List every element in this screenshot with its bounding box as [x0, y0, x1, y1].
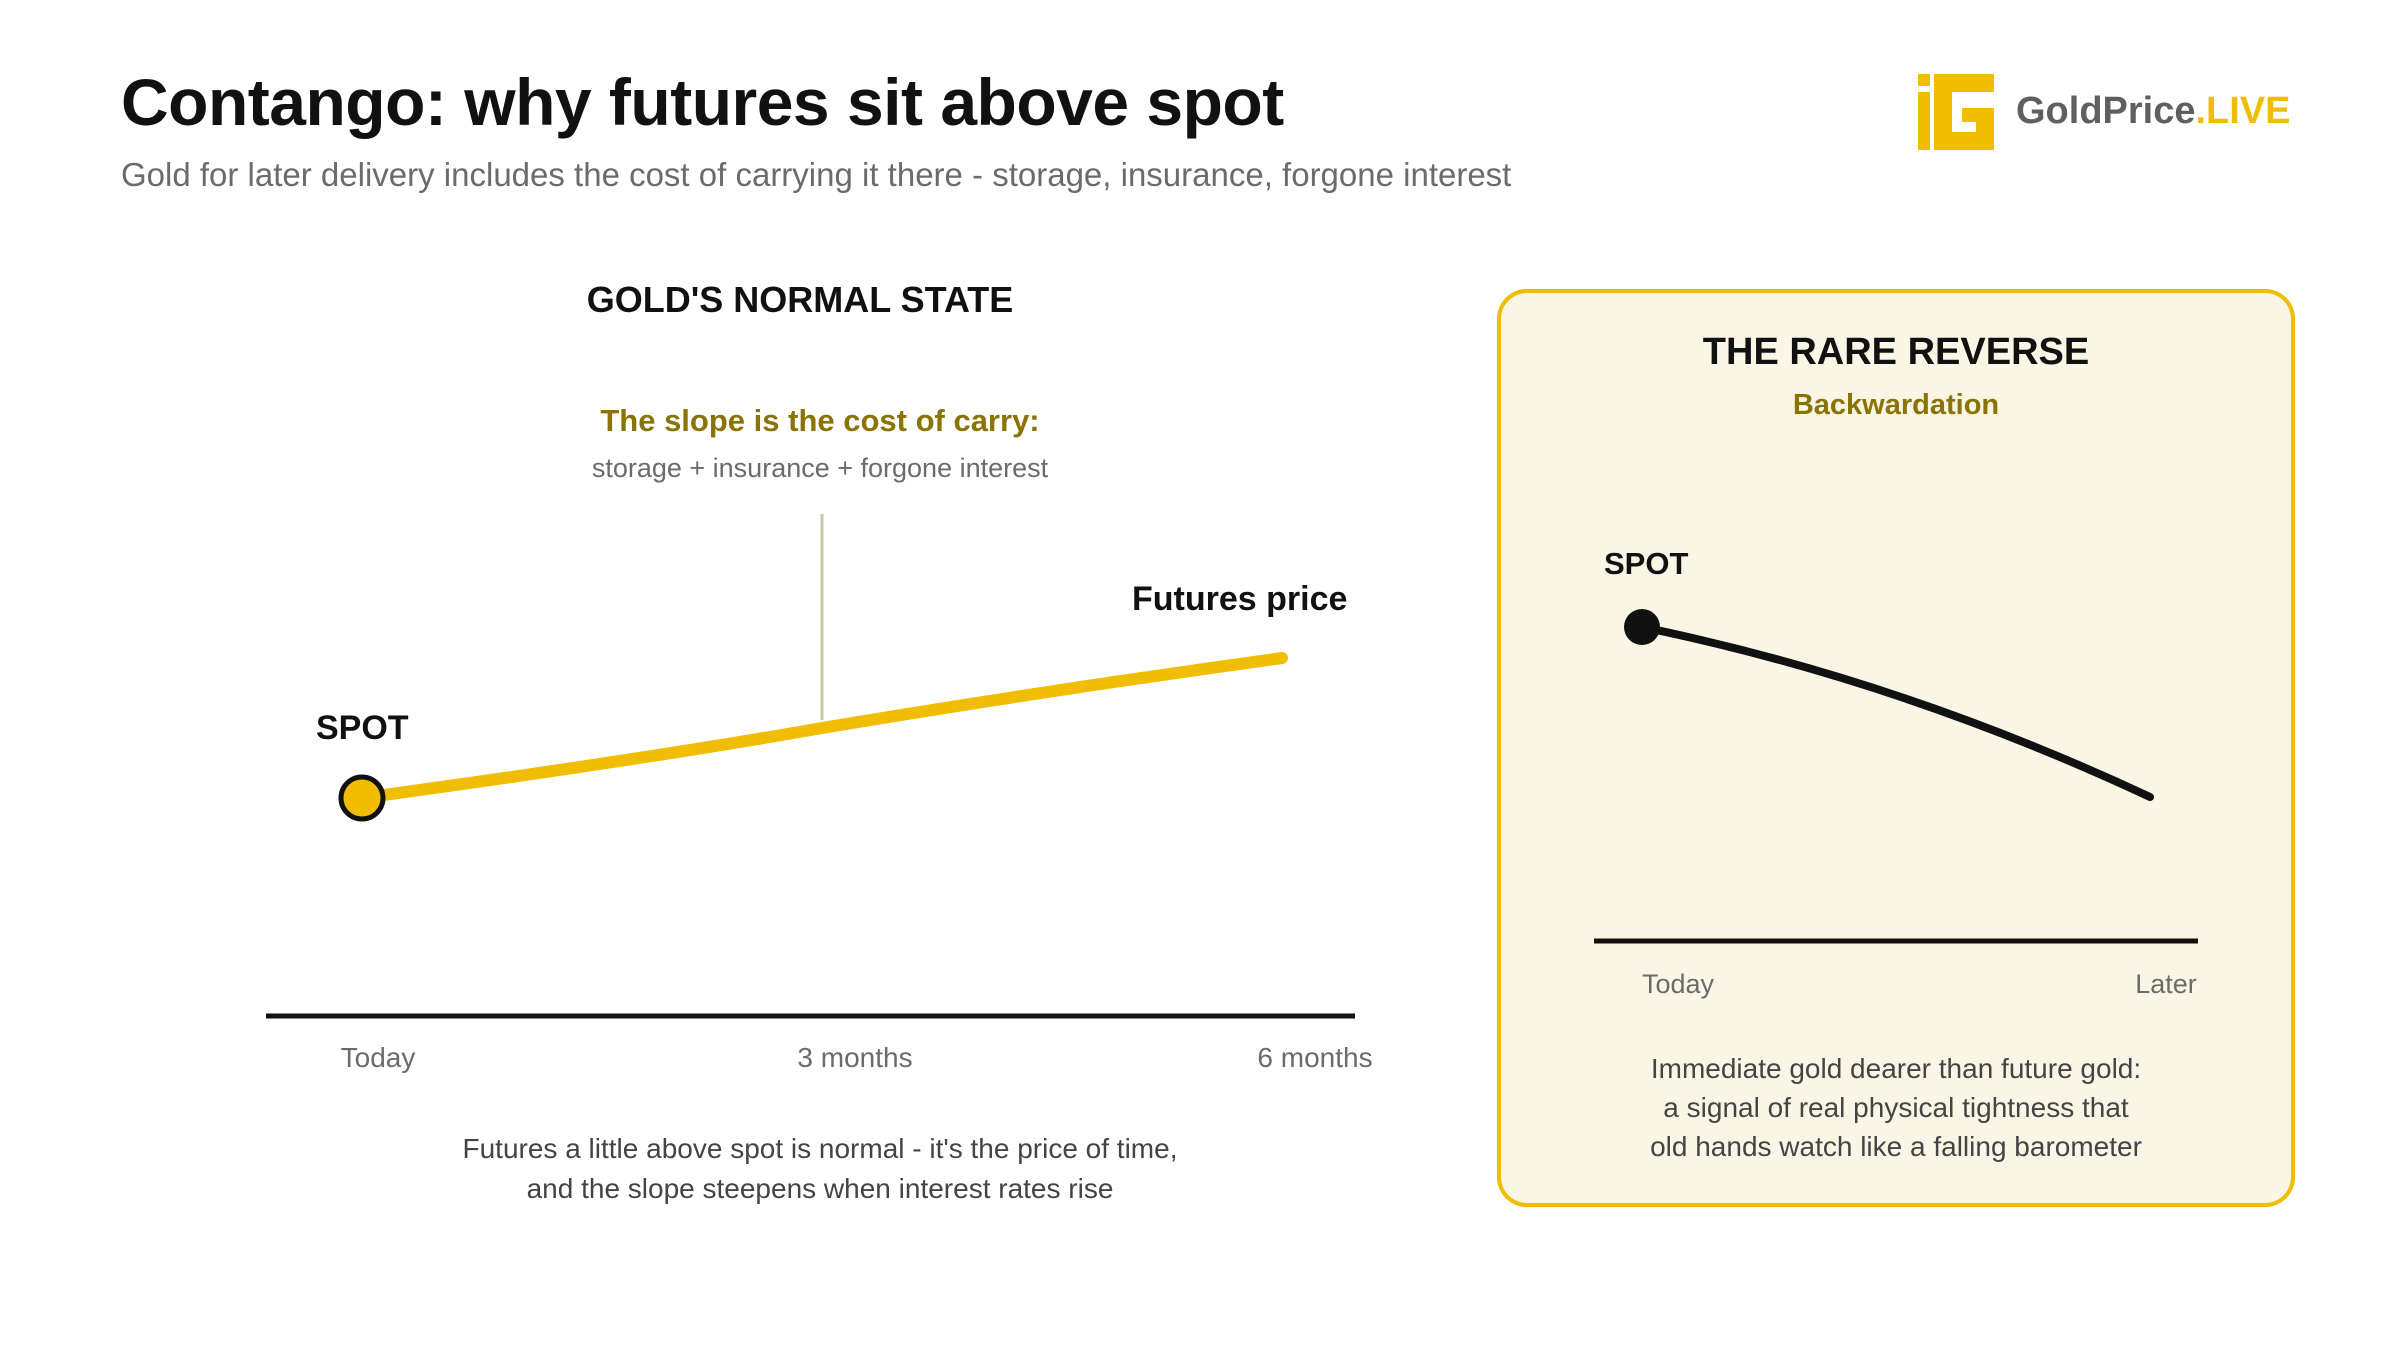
- gold-g-logo-icon: [1918, 74, 1994, 150]
- backwardation-spot-marker: [1624, 609, 1660, 645]
- contango-caption-line: and the slope steepens when interest rat…: [526, 1173, 1114, 1204]
- futures-price-label: Futures price: [1132, 580, 1348, 618]
- backwardation-tick-label: Today: [1641, 969, 1715, 999]
- brand-name: GoldPrice.LIVE: [2016, 90, 2291, 133]
- brand-name-main: GoldPrice: [2016, 90, 2196, 132]
- brand-name-accent: .LIVE: [2195, 90, 2291, 132]
- contango-caption-line: Futures a little above spot is normal - …: [462, 1133, 1178, 1164]
- backwardation-spot-label: SPOT: [1604, 546, 1689, 581]
- page-subtitle: Gold for later delivery includes the cos…: [121, 156, 1512, 193]
- backwardation-curve-line: [1638, 623, 2154, 801]
- contango-tick-label: 6 months: [1257, 1042, 1373, 1073]
- futures-curve-line: [356, 652, 1288, 804]
- contango-heading: GOLD'S NORMAL STATE: [586, 279, 1014, 320]
- backwardation-caption-line: old hands watch like a falling barometer: [1650, 1131, 2142, 1162]
- cost-of-carry-detail: storage + insurance + forgone interest: [591, 453, 1049, 483]
- contango-spot-label: SPOT: [316, 709, 409, 747]
- backwardation-caption-line: Immediate gold dearer than future gold:: [1650, 1053, 2142, 1084]
- contango-tick-label: Today: [340, 1042, 416, 1073]
- backwardation-panel: [1497, 289, 2295, 1207]
- backwardation-caption-line: a signal of real physical tightness that: [1663, 1092, 2129, 1123]
- brand-logo: GoldPrice.LIVE: [1916, 70, 2296, 150]
- page-title: Contango: why futures sit above spot: [121, 65, 1284, 139]
- cost-of-carry-title: The slope is the cost of carry:: [600, 403, 1040, 438]
- contango-tick-label: 3 months: [797, 1042, 913, 1073]
- spot-point-marker: [338, 774, 386, 822]
- backwardation-heading: THE RARE REVERSE: [1702, 331, 2090, 373]
- backwardation-subheading: Backwardation: [1792, 389, 2000, 421]
- backwardation-tick-label: Later: [2135, 969, 2197, 999]
